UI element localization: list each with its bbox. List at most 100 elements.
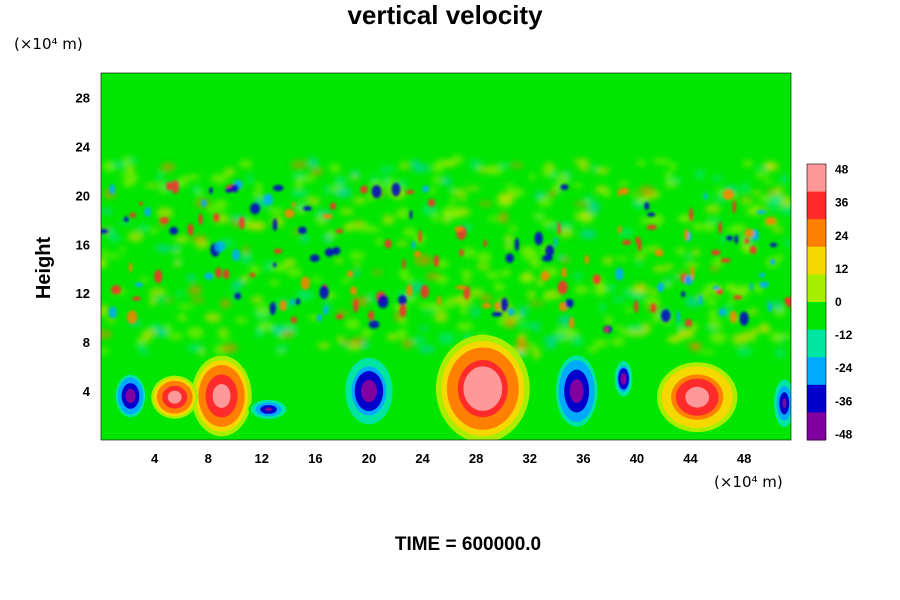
texture-speck bbox=[646, 224, 658, 230]
velocity-cell bbox=[248, 398, 289, 421]
texture-blob bbox=[510, 162, 523, 168]
texture-blob bbox=[382, 174, 390, 186]
texture-blob bbox=[664, 263, 674, 270]
texture-blob bbox=[345, 318, 361, 330]
texture-blob bbox=[418, 345, 435, 354]
texture-blob bbox=[505, 240, 513, 252]
texture-speck bbox=[494, 301, 500, 311]
texture-speck bbox=[123, 216, 129, 222]
texture-speck bbox=[413, 250, 422, 258]
texture-speck bbox=[676, 310, 681, 323]
texture-blob bbox=[403, 276, 415, 282]
texture-speck bbox=[711, 249, 721, 256]
texture-blob bbox=[403, 227, 416, 237]
texture-blob bbox=[255, 182, 263, 194]
texture-blob bbox=[619, 228, 634, 237]
colorbar-band bbox=[807, 253, 826, 262]
colorbar-ticks: 48 36 24 12 0 -12 -24 -36 -48 bbox=[835, 163, 853, 442]
texture-blob bbox=[671, 275, 680, 280]
texture-blob bbox=[607, 283, 616, 293]
colorbar-band bbox=[807, 433, 826, 441]
texture-blob bbox=[306, 196, 320, 206]
texture-blob bbox=[105, 317, 117, 323]
texture-speck bbox=[272, 262, 277, 268]
texture-blob bbox=[529, 342, 536, 350]
texture-speck bbox=[409, 210, 413, 220]
texture-blob bbox=[756, 166, 769, 171]
colorbar-band bbox=[807, 184, 826, 193]
texture-blob bbox=[274, 345, 289, 353]
texture-blob bbox=[296, 289, 314, 301]
texture-blob bbox=[361, 341, 370, 350]
texture-blob bbox=[353, 197, 366, 204]
texture-speck bbox=[273, 248, 283, 254]
texture-blob bbox=[353, 262, 361, 267]
colorbar-band bbox=[807, 288, 826, 296]
texture-blob bbox=[538, 196, 552, 208]
texture-blob bbox=[290, 160, 308, 169]
texture-blob bbox=[184, 174, 202, 180]
texture-blob bbox=[360, 328, 373, 338]
texture-blob bbox=[379, 166, 395, 173]
texture-blob bbox=[707, 319, 723, 330]
texture-blob bbox=[144, 183, 160, 188]
texture-speck bbox=[433, 254, 440, 268]
texture-blob bbox=[268, 207, 284, 215]
texture-blob bbox=[754, 171, 769, 178]
texture-blob bbox=[187, 344, 205, 353]
texture-blob bbox=[120, 247, 127, 253]
texture-blob bbox=[531, 348, 541, 360]
texture-speck bbox=[756, 209, 767, 215]
texture-blob bbox=[504, 234, 514, 241]
texture-blob bbox=[451, 154, 464, 164]
texture-blob bbox=[488, 164, 503, 176]
texture-blob bbox=[635, 260, 642, 267]
texture-speck bbox=[553, 236, 558, 248]
texture-blob bbox=[595, 167, 610, 175]
texture-blob bbox=[725, 284, 738, 293]
colorbar-band bbox=[807, 260, 826, 268]
texture-blob bbox=[772, 186, 784, 196]
texture-blob bbox=[214, 199, 227, 211]
texture-blob bbox=[337, 335, 344, 344]
velocity-cell bbox=[191, 355, 252, 437]
texture-speck bbox=[187, 223, 194, 236]
texture-blob bbox=[677, 328, 696, 339]
texture-blob bbox=[773, 301, 784, 312]
colorbar-band bbox=[807, 343, 826, 351]
texture-speck bbox=[418, 229, 422, 243]
texture-blob bbox=[522, 249, 539, 261]
texture-speck bbox=[437, 295, 442, 306]
texture-speck bbox=[368, 310, 375, 321]
texture-speck bbox=[214, 241, 226, 253]
texture-blob bbox=[269, 279, 280, 286]
plot-frame bbox=[100, 72, 792, 441]
colorbar-band bbox=[807, 398, 826, 406]
texture-blob bbox=[573, 272, 583, 280]
texture-blob bbox=[308, 157, 319, 168]
x-tick-label: 44 bbox=[683, 451, 698, 466]
texture-speck bbox=[560, 184, 569, 191]
colorbar-band bbox=[807, 177, 826, 186]
texture-blob bbox=[560, 257, 571, 263]
texture-blob bbox=[453, 297, 464, 302]
texture-blob bbox=[160, 162, 175, 172]
colorbar-band bbox=[807, 391, 826, 400]
texture-speck bbox=[323, 306, 328, 316]
texture-blob bbox=[323, 233, 333, 244]
texture-blob bbox=[780, 174, 789, 184]
texture-blob bbox=[255, 304, 270, 317]
texture-blob bbox=[311, 277, 323, 282]
texture-blob bbox=[156, 171, 164, 181]
texture-blob bbox=[339, 208, 354, 215]
texture-speck bbox=[769, 242, 778, 248]
texture-speck bbox=[749, 245, 757, 255]
x-tick-label: 20 bbox=[362, 451, 376, 466]
texture-blob bbox=[191, 186, 203, 194]
texture-blob bbox=[104, 253, 122, 259]
velocity-cell bbox=[657, 362, 738, 433]
texture-speck bbox=[377, 294, 389, 309]
texture-blob bbox=[140, 349, 149, 356]
texture-blob bbox=[333, 176, 348, 186]
texture-blob bbox=[605, 315, 613, 326]
